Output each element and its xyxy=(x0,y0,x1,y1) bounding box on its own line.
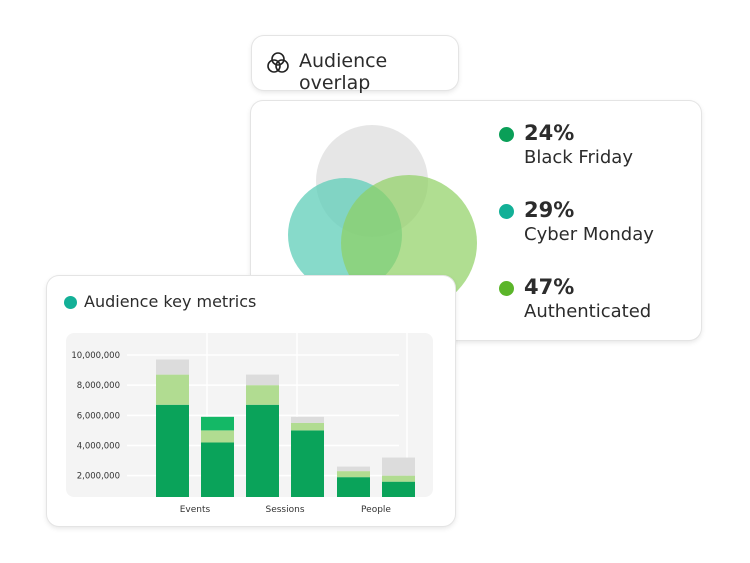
header-label: Audience overlap xyxy=(299,50,388,94)
bar-segment-light xyxy=(246,385,279,405)
bar-segment-dark xyxy=(337,477,370,497)
legend-name: Authenticated xyxy=(524,301,652,322)
metrics-title: Audience key metrics xyxy=(84,292,257,311)
legend-name: Cyber Monday xyxy=(524,224,654,245)
bar-segment-light xyxy=(201,430,234,443)
legend-percent: 24% xyxy=(524,121,575,145)
y-tick-label: 4,000,000 xyxy=(77,441,120,451)
y-tick-label: 6,000,000 xyxy=(77,411,120,421)
bar-segment-gray xyxy=(246,374,279,386)
legend-dot xyxy=(499,204,514,219)
metrics-dot xyxy=(64,296,77,309)
legend-dot xyxy=(499,127,514,142)
audience-overlap-header[interactable]: Audience overlap xyxy=(252,36,458,94)
bar-segment-light xyxy=(337,471,370,478)
bar-segment-dark xyxy=(201,442,234,497)
legend-percent: 47% xyxy=(524,275,575,299)
bar-segment-gray xyxy=(156,359,189,375)
y-tick-label: 2,000,000 xyxy=(77,472,120,482)
bar-segment-light xyxy=(156,374,189,405)
bar-segment-gray xyxy=(337,466,370,472)
x-category-label: Sessions xyxy=(265,505,304,515)
y-tick-label: 10,000,000 xyxy=(71,351,120,361)
bar-segment-bright xyxy=(201,416,234,431)
y-tick-label: 8,000,000 xyxy=(77,381,120,391)
x-category-label: People xyxy=(361,505,391,515)
venn-overlap-icon xyxy=(267,52,289,73)
bar-segment-dark xyxy=(246,404,279,497)
bar-segment-gray xyxy=(382,457,415,476)
audience-key-metrics-card: Audience key metrics 2,000,000 4,000,000 6… xyxy=(47,276,455,526)
x-category-label: Events xyxy=(180,505,211,515)
bar-segment-gray xyxy=(291,416,324,423)
bar-segment-dark xyxy=(291,430,324,497)
bar-segment-light xyxy=(382,475,415,482)
bar-segment-dark xyxy=(156,404,189,497)
stacked-bar-chart: 2,000,000 4,000,000 6,000,000 8,000,000 10,0… xyxy=(66,333,433,515)
bar-segment-dark xyxy=(382,481,415,497)
bar-segment-light xyxy=(291,422,324,431)
legend-dot xyxy=(499,281,514,296)
legend-percent: 29% xyxy=(524,198,575,222)
legend-name: Black Friday xyxy=(524,147,633,168)
